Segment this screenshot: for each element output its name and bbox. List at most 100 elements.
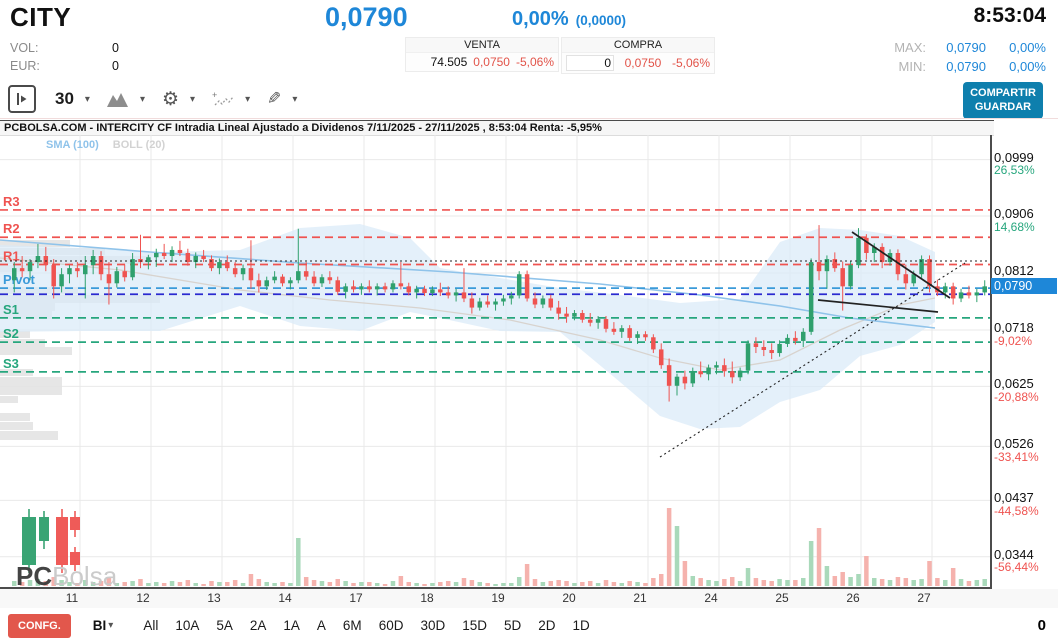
interval-value[interactable]: 30 xyxy=(55,89,74,108)
volume-bar xyxy=(611,582,617,586)
volume-bar xyxy=(201,584,206,586)
interval-selector-caret-icon[interactable]: ▾ xyxy=(108,620,114,631)
candle xyxy=(927,259,932,287)
candle xyxy=(872,246,877,253)
vol-value: 0 xyxy=(112,41,119,55)
chart-type-caret-icon[interactable]: ▾ xyxy=(139,93,145,105)
panel-toggle-button[interactable] xyxy=(8,85,36,113)
draw-tool-button[interactable]: ✎ xyxy=(267,89,282,108)
candle xyxy=(154,252,159,258)
range-30d[interactable]: 30D xyxy=(420,618,446,633)
candle xyxy=(130,259,135,278)
volume-bar xyxy=(59,580,64,586)
candle xyxy=(343,286,348,292)
volume-bar xyxy=(516,577,522,586)
venta-panel: VENTA 74.505 0,0750 -5,06% xyxy=(405,37,559,72)
candle xyxy=(556,307,561,314)
range-15d[interactable]: 15D xyxy=(462,618,487,633)
volume-bar xyxy=(130,581,135,586)
volume-bar xyxy=(138,579,143,586)
range-1d[interactable]: 1D xyxy=(572,618,590,633)
volume-profile-bar xyxy=(0,339,45,347)
volume-bar xyxy=(856,574,861,586)
chart-type-button[interactable] xyxy=(106,92,129,107)
volume-bar xyxy=(603,580,609,586)
candle xyxy=(185,252,191,263)
candle xyxy=(627,328,632,338)
range-6m[interactable]: 6M xyxy=(342,618,362,633)
volume-bar xyxy=(154,582,159,586)
interval-caret-icon[interactable]: ▾ xyxy=(84,93,90,105)
candle xyxy=(169,249,175,257)
range-10a[interactable]: 10A xyxy=(175,618,200,633)
candle xyxy=(651,337,656,350)
volume-profile-bar xyxy=(0,347,72,355)
candle xyxy=(690,371,696,384)
draw-tool-caret-icon[interactable]: ▾ xyxy=(292,93,298,105)
settings-caret-icon[interactable]: ▾ xyxy=(190,93,196,105)
volume-bar xyxy=(927,561,932,586)
volume-bar xyxy=(974,580,980,586)
venta-title: VENTA xyxy=(464,39,500,51)
candle xyxy=(540,298,546,305)
volume-bar xyxy=(225,582,230,586)
settings-button[interactable]: ⚙ xyxy=(161,88,180,110)
range-2d[interactable]: 2D xyxy=(538,618,556,633)
volume-bar xyxy=(706,580,711,586)
volume-bar xyxy=(422,584,427,586)
candle xyxy=(848,265,853,287)
volume-bar xyxy=(27,580,33,586)
compra-panel: COMPRA 0 0,0750 -5,06% xyxy=(561,37,715,74)
volume-bar xyxy=(895,577,901,586)
volume-bar xyxy=(682,561,688,586)
compra-size-input[interactable]: 0 xyxy=(566,55,614,71)
range-1a[interactable]: 1A xyxy=(283,618,300,633)
range-60d[interactable]: 60D xyxy=(378,618,404,633)
add-indicator-caret-icon[interactable]: ▾ xyxy=(245,93,251,105)
candle xyxy=(603,319,609,329)
candle xyxy=(327,277,333,281)
vol-label: VOL: xyxy=(10,41,39,55)
range-a[interactable]: A xyxy=(316,618,326,633)
range-5d[interactable]: 5D xyxy=(503,618,522,633)
max-min-block: MAX: 0,0790 0,00% MIN: 0,0790 0,00% xyxy=(890,40,1046,78)
candle xyxy=(840,268,845,287)
share-save-button[interactable]: COMPARTIR GUARDAR xyxy=(963,82,1043,119)
range-all[interactable]: All xyxy=(143,618,159,633)
compra-price: 0,0750 xyxy=(624,56,662,70)
volume-bar xyxy=(209,581,214,586)
volume-bar xyxy=(264,582,269,586)
candle xyxy=(879,246,885,263)
venta-size: 74.505 xyxy=(430,55,468,69)
candle xyxy=(903,274,909,284)
pivot-label-s3: S3 xyxy=(3,356,19,371)
clock: 8:53:04 xyxy=(973,4,1046,27)
volume-bar xyxy=(75,583,80,586)
volume-bar xyxy=(430,583,435,586)
x-axis-tick: 20 xyxy=(562,591,576,605)
range-5a[interactable]: 5A xyxy=(216,618,233,633)
volume-bar xyxy=(177,582,183,586)
y-axis-label: 0,0526 -33,41% xyxy=(994,436,1039,465)
candle xyxy=(264,280,269,287)
candle xyxy=(67,268,72,275)
volume-bar xyxy=(288,583,293,586)
candle xyxy=(161,252,167,257)
candle xyxy=(430,289,435,294)
candle xyxy=(367,286,372,290)
config-button[interactable]: CONFG. xyxy=(8,613,71,638)
max-row: MAX: 0,0790 0,00% xyxy=(890,40,1046,55)
volume-bar xyxy=(919,579,924,586)
candle xyxy=(12,268,17,281)
volume-bar xyxy=(272,583,277,586)
candle xyxy=(114,271,120,284)
price-chart-plot[interactable]: R3 R2 R1 Pivot S1 S2 S3 xyxy=(0,135,990,588)
add-indicator-button[interactable]: + xyxy=(212,91,234,108)
candle xyxy=(240,268,246,275)
volume-bar xyxy=(319,581,325,586)
interval-selector[interactable]: BI xyxy=(92,618,107,633)
candle xyxy=(335,280,340,292)
volume-bar xyxy=(982,579,987,586)
range-2a[interactable]: 2A xyxy=(249,618,267,633)
candle xyxy=(611,328,617,332)
